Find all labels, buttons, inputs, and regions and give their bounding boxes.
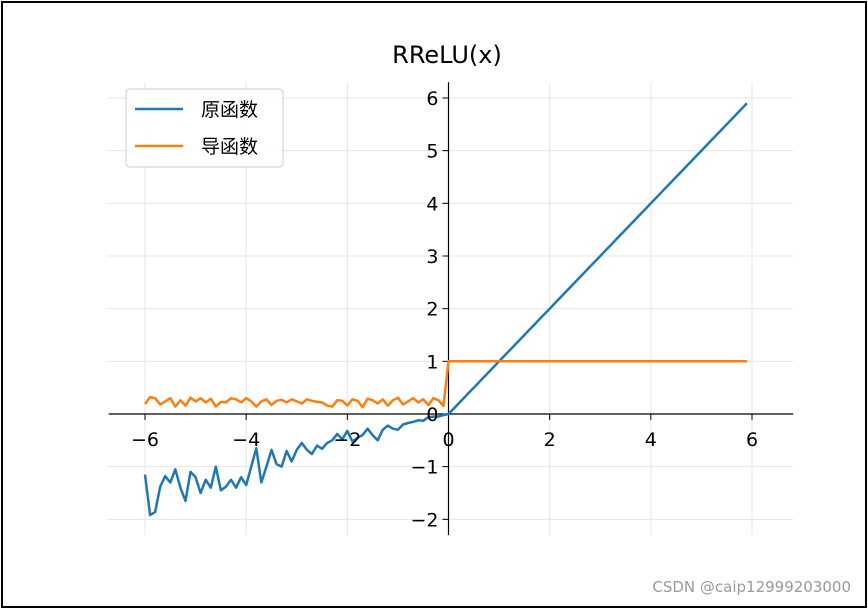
y-tick-label: 4 [426, 193, 438, 215]
chart-title: RReLU(x) [392, 41, 502, 69]
y-tick-label: 0 [426, 404, 438, 426]
x-tick-label: 2 [544, 429, 556, 451]
x-tick-label: 0 [442, 429, 454, 451]
series-line-original [143, 102, 748, 517]
y-tick-label: 5 [426, 141, 438, 163]
x-tick-label: 4 [645, 429, 657, 451]
x-tick-label: −4 [232, 429, 260, 451]
x-tick-label: −6 [131, 429, 159, 451]
legend-label: 原函数 [201, 99, 258, 121]
watermark-text: CSDN @caip12999203000 [652, 578, 851, 596]
y-tick-label: 2 [426, 299, 438, 321]
legend-label: 导函数 [201, 136, 258, 158]
x-tick-label: 6 [746, 429, 758, 451]
series-lines [143, 102, 748, 517]
y-tick-label: 6 [426, 88, 438, 110]
y-tick-label: −2 [410, 509, 438, 531]
x-tick-label: −2 [333, 429, 361, 451]
y-tick-label: 1 [426, 351, 438, 373]
series-line-derivative [143, 360, 747, 409]
y-tick-label: −1 [410, 457, 438, 479]
y-tick-label: 3 [426, 246, 438, 268]
